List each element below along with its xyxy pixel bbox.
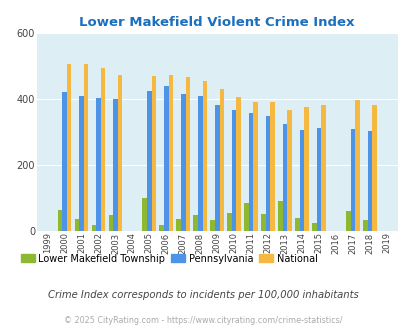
Bar xyxy=(311,223,316,231)
Bar xyxy=(159,225,164,231)
Legend: Lower Makefield Township, Pennsylvania, National: Lower Makefield Township, Pennsylvania, … xyxy=(17,249,321,267)
Bar xyxy=(147,91,151,231)
Bar xyxy=(345,211,350,231)
Bar xyxy=(142,198,147,231)
Bar xyxy=(236,97,241,231)
Bar xyxy=(260,214,265,231)
Bar xyxy=(210,220,214,231)
Bar xyxy=(277,201,282,231)
Bar xyxy=(244,203,248,231)
Bar xyxy=(83,64,88,231)
Bar xyxy=(100,68,105,231)
Title: Lower Makefield Violent Crime Index: Lower Makefield Violent Crime Index xyxy=(79,16,354,29)
Bar xyxy=(294,218,299,231)
Bar xyxy=(320,105,325,231)
Bar xyxy=(362,220,367,231)
Bar xyxy=(92,225,96,231)
Bar xyxy=(354,100,359,231)
Bar xyxy=(193,214,198,231)
Text: Crime Index corresponds to incidents per 100,000 inhabitants: Crime Index corresponds to incidents per… xyxy=(47,290,358,300)
Bar xyxy=(75,219,79,231)
Bar xyxy=(58,210,62,231)
Bar xyxy=(371,105,376,231)
Bar xyxy=(367,131,371,231)
Bar xyxy=(176,219,181,231)
Bar xyxy=(282,124,287,231)
Bar xyxy=(299,130,304,231)
Bar xyxy=(108,215,113,231)
Bar xyxy=(316,128,320,231)
Bar xyxy=(181,94,185,231)
Bar xyxy=(253,102,257,231)
Bar xyxy=(79,96,83,231)
Bar xyxy=(67,64,71,231)
Bar xyxy=(219,89,224,231)
Bar xyxy=(304,107,308,231)
Bar xyxy=(265,116,270,231)
Bar xyxy=(113,99,117,231)
Bar xyxy=(168,75,173,231)
Bar xyxy=(117,75,122,231)
Bar xyxy=(270,102,274,231)
Bar xyxy=(287,110,291,231)
Bar xyxy=(350,129,354,231)
Bar xyxy=(202,81,207,231)
Bar xyxy=(231,110,236,231)
Bar xyxy=(164,86,168,231)
Bar xyxy=(227,213,231,231)
Bar xyxy=(96,98,100,231)
Text: © 2025 CityRating.com - https://www.cityrating.com/crime-statistics/: © 2025 CityRating.com - https://www.city… xyxy=(64,315,341,325)
Bar xyxy=(248,113,253,231)
Bar xyxy=(185,77,190,231)
Bar xyxy=(214,105,219,231)
Bar xyxy=(151,76,156,231)
Bar xyxy=(62,92,67,231)
Bar xyxy=(198,96,202,231)
